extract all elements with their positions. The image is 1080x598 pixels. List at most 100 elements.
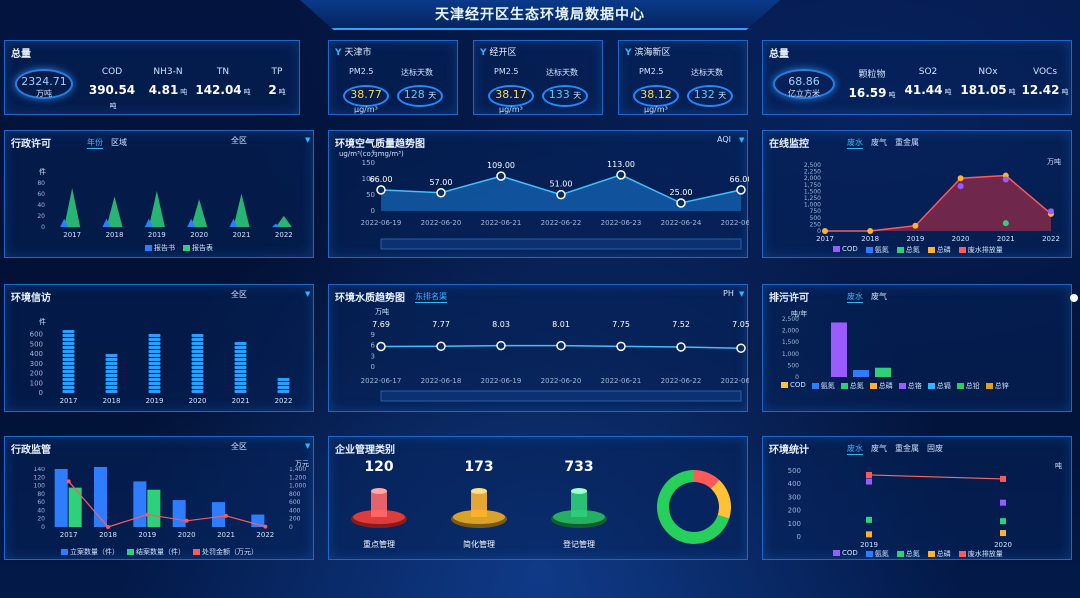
air-trend-panel: 环境空气质量趋势图 ug/m³(co为mg/m³) AQI ▼ 0 50 100 15… [328,130,749,258]
bar-segment [234,366,247,369]
tab-wastegas[interactable]: 废气 [871,138,887,147]
report-form-spike [148,190,165,227]
data-label: 8.01 [552,320,570,329]
y-tick-label: 400 [30,350,43,358]
time-range-slider[interactable] [380,390,742,402]
stat-value: 41.44 [904,83,943,97]
x-tick-label: 2019 [906,235,924,243]
x-tick-label: 2021 [232,397,250,405]
metric-dropdown[interactable]: PH [723,289,734,298]
y-tick-label: 6 [371,342,376,350]
y-tick-label: 120 [34,474,46,481]
report-form-spike [191,199,208,227]
stat-tn: TN 142.04 吨 [193,67,253,97]
data-label: 7.75 [612,320,630,329]
bar-segment [62,366,75,369]
enterprise-registered[interactable]: 733 登记管理 [549,459,609,550]
tab-river[interactable]: 东排名渠 [415,292,447,303]
x-tick-label: 2017 [60,531,78,539]
bar-segment [105,378,118,381]
legend-item: 总磷 [927,245,951,255]
enterprise-simplified[interactable]: 173 简化管理 [449,459,509,550]
y-tick-label: 400 [788,480,801,488]
city-card-jingkai[interactable]: Y 经开区 PM2.5 达标天数 38.17 133 天 μg/m³ [473,40,603,115]
region-dropdown[interactable]: 全区 [231,290,247,299]
air-totals-title: 总量 [769,49,789,60]
stat-label: COD [101,67,123,77]
city-card-binhai[interactable]: Y 滨海新区 PM2.5 达标天数 38.12 132 天 μg/m³ [618,40,748,115]
air-total-value: 68.86 [788,75,820,88]
x-tick-label: 2022-06-18 [421,377,462,385]
chevron-down-icon[interactable]: ▼ [739,136,745,144]
tab-region[interactable]: 区域 [111,138,127,147]
data-label: 7.05 [732,320,749,329]
data-label: 7.77 [432,320,450,329]
enterprise-key[interactable]: 120 重点管理 [349,459,409,550]
legend-item: COD [781,381,806,391]
tab-wastegas[interactable]: 废气 [871,444,887,453]
enterprise-label: 登记管理 [563,540,595,549]
panel-title: 环境水质趋势图 [335,293,405,304]
y-tick-label-right: 0 [289,524,293,531]
panel-title: 行政监管 [11,445,51,456]
bar-segment [148,362,161,365]
time-range-slider[interactable] [380,238,742,250]
bar-segment [62,390,75,393]
tab-wastewater[interactable]: 废水 [847,138,863,149]
bar-segment [62,334,75,337]
pm25-value: 38.77 [343,85,389,107]
closed-bar [68,487,82,527]
city-icon: Y [625,48,632,58]
legend-item: 总氮 [840,381,864,391]
tab-heavymetal[interactable]: 重金属 [895,444,919,453]
stat-label: NH3-N [153,67,183,77]
days-unit: 天 [428,91,437,100]
tab-wastegas[interactable]: 废气 [871,292,887,301]
city-card-tianjin[interactable]: Y 天津市 PM2.5 达标天数 38.77 128 天 μg/m³ [328,40,458,115]
x-tick-label: 2020 [952,235,970,243]
pm25-unit: μg/m³ [354,105,378,114]
x-tick-label: 2022-06-20 [421,219,462,227]
stat-point [866,478,872,485]
x-tick-label: 2021 [997,235,1015,243]
ph-point [436,341,446,352]
chevron-down-icon[interactable]: ▼ [305,136,311,144]
bar-segment [234,382,247,385]
pm25-value: 38.17 [488,85,534,107]
bar-segment [191,386,204,389]
tab-year[interactable]: 年份 [87,138,103,149]
complaint-bar [191,334,204,393]
bar-segment [148,366,161,369]
tab-wastewater[interactable]: 废水 [847,292,863,303]
report-book-spike [187,218,196,227]
tab-wastewater[interactable]: 废水 [847,444,863,455]
cod-point [1002,176,1009,183]
y-tick-label: 0 [39,389,43,397]
metric-dropdown[interactable]: AQI [717,135,731,144]
chevron-down-icon[interactable]: ▼ [305,442,311,450]
x-tick-label: 2017 [60,397,78,405]
tab-heavymetal[interactable]: 重金属 [895,138,919,147]
bar-segment [148,374,161,377]
y-tick-label: 250 [810,221,822,228]
stat-nox: NOx 181.05 吨 [957,67,1019,97]
legend-item: 处罚金额（万元） [193,547,258,557]
bar-segment [62,342,75,345]
tab-solidwaste[interactable]: 固废 [927,444,943,453]
region-dropdown[interactable]: 全区 [231,442,247,451]
x-tick-label: 2020 [994,541,1012,549]
chevron-down-icon[interactable]: ▼ [739,290,745,298]
days-label: 达标天数 [546,68,578,77]
data-label: 51.00 [550,180,573,189]
bar-segment [105,386,118,389]
x-tick-label: 2022-06-21 [481,219,522,227]
bar-segment [191,338,204,341]
scroll-indicator[interactable] [1070,294,1078,302]
x-tick-label: 2022-06-22 [541,219,582,227]
chevron-down-icon[interactable]: ▼ [305,290,311,298]
y-tick-label: 1,500 [804,188,821,195]
region-dropdown[interactable]: 全区 [231,136,247,145]
bar-segment [148,342,161,345]
bar-segment [105,382,118,385]
bar-segment [277,378,290,381]
